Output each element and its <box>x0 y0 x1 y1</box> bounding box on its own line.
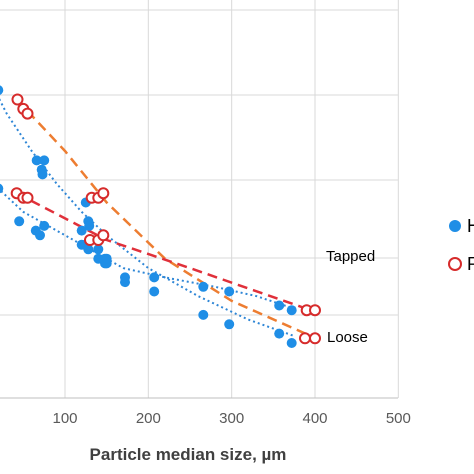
point-r-5 <box>97 187 110 200</box>
point-r-6 <box>299 332 311 345</box>
point-r-13 <box>97 229 110 242</box>
point-h-17 <box>198 309 209 320</box>
x-tick-label-300: 300 <box>219 410 244 427</box>
annotation-tapped: Tapped <box>326 248 375 265</box>
point-h-5 <box>39 155 50 166</box>
x-tick-label-500: 500 <box>386 410 411 427</box>
trend-line-r-loose <box>16 192 312 312</box>
point-h-30 <box>83 244 94 255</box>
point-h-37 <box>224 286 235 297</box>
x-tick-label-100: 100 <box>52 410 77 427</box>
point-h-19 <box>274 328 285 339</box>
trend-line-r-tapped <box>15 98 312 338</box>
point-h-27 <box>35 230 45 241</box>
x-axis-title: Particle median size, µm <box>90 445 287 464</box>
grid-lines <box>0 0 399 399</box>
point-h-22 <box>0 183 4 194</box>
point-r-15 <box>309 304 321 317</box>
data-points <box>0 85 321 348</box>
legend-label-r: R <box>467 254 474 274</box>
point-h-10 <box>84 220 95 231</box>
point-h-18 <box>224 319 235 330</box>
point-h-38 <box>274 300 285 311</box>
legend-label-h: H <box>467 216 474 236</box>
point-h-34 <box>120 272 130 283</box>
x-tick-label-400: 400 <box>302 410 327 427</box>
point-h-4 <box>31 155 42 166</box>
x-tick-label-200: 200 <box>136 410 161 427</box>
point-h-39 <box>286 305 297 316</box>
legend-marker-h <box>449 220 461 232</box>
point-h-20 <box>286 338 297 348</box>
trend-line-h-tapped <box>0 98 295 337</box>
annotation-loose: Loose <box>327 329 368 346</box>
point-h-36 <box>198 281 209 292</box>
point-r-2 <box>21 107 34 120</box>
point-h-35 <box>149 272 160 283</box>
point-r-10 <box>21 191 34 204</box>
point-r-7 <box>309 332 321 345</box>
point-h-12 <box>93 244 104 255</box>
point-h-24 <box>14 216 25 227</box>
point-h-1 <box>0 85 4 95</box>
point-r-0 <box>11 93 24 106</box>
legend-marker-r <box>448 257 462 271</box>
x-tick-labels: 100 200 300 400 500 <box>52 410 410 427</box>
point-h-11 <box>76 225 87 236</box>
point-h-16 <box>149 286 160 297</box>
point-h-7 <box>37 169 48 180</box>
point-h-33 <box>101 253 112 264</box>
point-h-26 <box>39 220 50 231</box>
point-h-31 <box>93 253 104 264</box>
legend: H R <box>448 216 474 274</box>
